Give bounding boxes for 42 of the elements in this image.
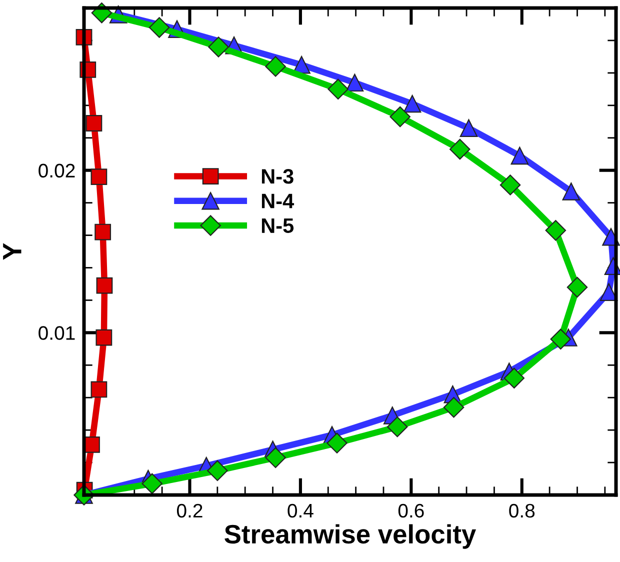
point: [550, 328, 572, 350]
point: [84, 436, 100, 453]
y-axis-title: Y: [3, 243, 22, 260]
point: [545, 220, 566, 241]
point: [403, 94, 422, 113]
point: [562, 182, 580, 200]
y-tick-label: 0.02: [38, 164, 75, 178]
point: [504, 368, 525, 388]
point: [96, 329, 112, 346]
point: [90, 168, 108, 186]
point: [96, 277, 113, 294]
point: [326, 432, 348, 454]
point: [500, 174, 521, 196]
point: [450, 138, 470, 160]
point: [390, 106, 410, 128]
point: [386, 416, 408, 438]
x-axis-title: Streamwise velocity: [224, 524, 476, 549]
point: [94, 224, 112, 240]
point: [265, 447, 286, 468]
point: [148, 17, 170, 38]
point: [510, 146, 529, 165]
legend-label: N-3: [262, 169, 294, 184]
point: [208, 36, 229, 58]
point: [346, 74, 364, 92]
point: [566, 276, 588, 298]
point: [443, 396, 464, 418]
x-tick-label: 0.6: [398, 504, 424, 518]
point: [328, 78, 348, 100]
point: [86, 115, 102, 132]
point: [460, 119, 478, 138]
point: [207, 460, 228, 482]
legend-label: N-4: [262, 194, 294, 208]
y-tick-label: 0.01: [38, 326, 75, 340]
legend-label: N-5: [262, 218, 294, 234]
point: [265, 56, 286, 77]
point: [600, 283, 618, 301]
point: [602, 228, 620, 246]
point: [142, 473, 162, 494]
x-tick-label: 0.4: [288, 504, 314, 518]
x-tick-label: 0.8: [509, 504, 535, 518]
x-tick-label: 0.2: [176, 504, 202, 518]
point: [90, 381, 108, 398]
